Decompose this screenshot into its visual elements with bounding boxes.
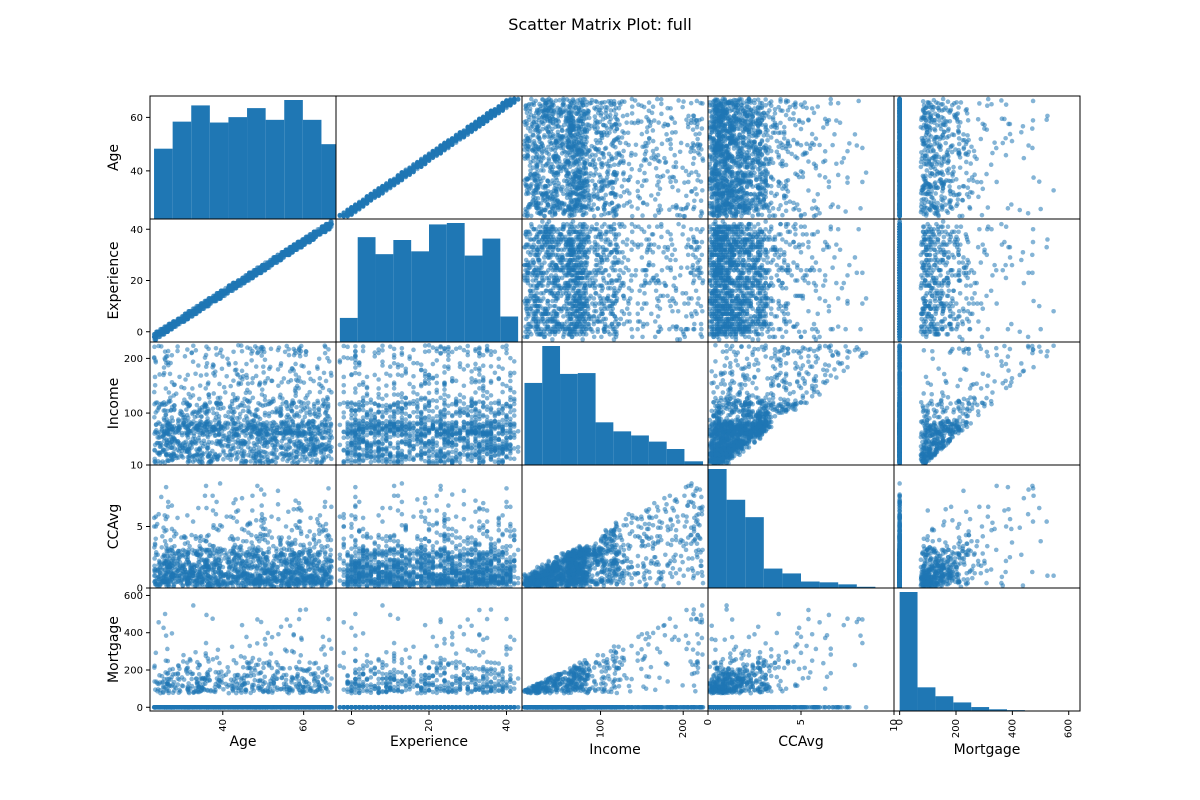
histogram-bar xyxy=(266,120,285,219)
histogram-bar xyxy=(284,100,303,219)
histogram-bar xyxy=(303,120,322,219)
histogram-bar xyxy=(228,117,247,219)
y-tick-label: 40 xyxy=(130,166,143,177)
histogram-bar xyxy=(154,149,173,219)
chart-title: Scatter Matrix Plot: full xyxy=(508,15,692,34)
histogram-bar xyxy=(247,108,266,219)
histogram-bar xyxy=(210,123,229,219)
y-tick-label: 60 xyxy=(130,113,143,124)
cell-age-vs-age: 40 60 xyxy=(130,96,340,219)
cell-age-vs-experience xyxy=(336,96,522,219)
histogram-bar xyxy=(321,144,340,219)
histogram-bar xyxy=(191,105,210,219)
histogram-bar xyxy=(173,122,192,219)
